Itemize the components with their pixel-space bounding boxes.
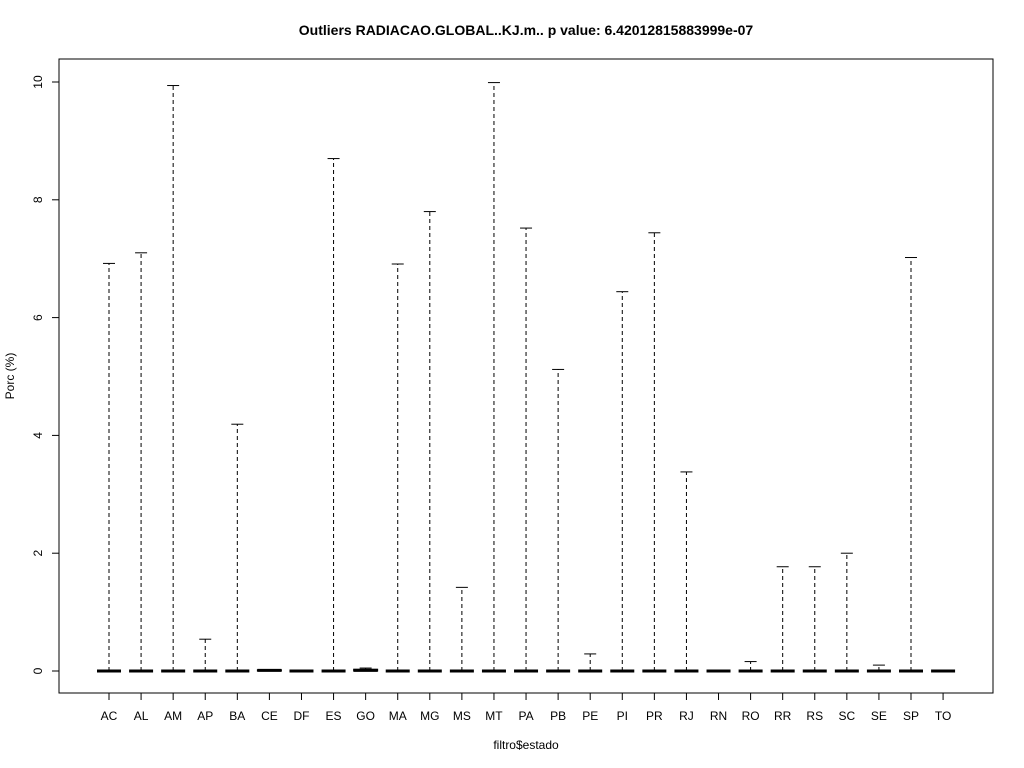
y-tick-label: 6	[31, 314, 45, 321]
box-ce	[256, 668, 282, 672]
x-tick-label: MS	[453, 709, 471, 723]
box-ba	[225, 423, 250, 673]
x-axis: AC AL AM AP BA CE DF ES GO MA MG MS MT PA PB PE PI PR RJ RN…	[101, 692, 951, 723]
box-rr	[770, 566, 795, 673]
x-tick-label: PB	[550, 709, 566, 723]
x-tick-label: SE	[871, 709, 887, 723]
x-tick-label: RS	[806, 709, 823, 723]
boxes	[97, 82, 956, 673]
x-tick-label: AP	[197, 709, 213, 723]
x-tick-label: DF	[293, 709, 309, 723]
x-tick-label: MG	[420, 709, 439, 723]
chart-title: Outliers RADIACAO.GLOBAL..KJ.m.. p value…	[299, 22, 754, 38]
y-axis: 0 2 4 6 8 10	[31, 75, 60, 674]
box-sp	[899, 257, 923, 673]
x-tick-label: PR	[646, 709, 663, 723]
box-pe	[578, 653, 603, 673]
box-rs	[802, 566, 827, 673]
x-tick-label: RR	[774, 709, 792, 723]
box-ro	[738, 661, 763, 673]
box-am	[161, 85, 186, 673]
x-tick-label: PA	[518, 709, 533, 723]
box-mg	[417, 211, 442, 673]
box-pb	[546, 368, 571, 673]
x-tick-label: RJ	[679, 709, 694, 723]
x-tick-label: BA	[229, 709, 245, 723]
x-tick-label: RN	[710, 709, 727, 723]
x-tick-label: RO	[742, 709, 760, 723]
x-tick-label: MT	[485, 709, 503, 723]
box-go	[353, 667, 379, 672]
box-ac	[97, 262, 121, 673]
y-axis-label: Porc (%)	[3, 353, 17, 400]
x-tick-label: AL	[134, 709, 149, 723]
x-tick-label: SP	[903, 709, 919, 723]
box-pa	[514, 227, 539, 673]
x-tick-label: ES	[326, 709, 342, 723]
x-tick-label: CE	[261, 709, 278, 723]
box-se	[866, 664, 891, 673]
box-mt	[481, 82, 506, 673]
x-tick-label: AM	[164, 709, 182, 723]
x-tick-label: SC	[839, 709, 856, 723]
x-tick-label: TO	[935, 709, 951, 723]
box-ap	[193, 638, 218, 673]
y-tick-label: 4	[31, 432, 45, 439]
box-pr	[642, 232, 667, 673]
y-tick-label: 10	[31, 75, 45, 89]
x-tick-label: AC	[101, 709, 118, 723]
x-tick-label: PI	[617, 709, 628, 723]
x-tick-label: GO	[356, 709, 375, 723]
x-axis-label: filtro$estado	[493, 738, 559, 752]
box-pi	[610, 291, 635, 673]
box-es	[321, 158, 346, 673]
y-tick-label: 8	[31, 196, 45, 203]
x-tick-label: PE	[582, 709, 598, 723]
box-al	[129, 252, 154, 673]
y-tick-label: 0	[31, 667, 45, 674]
box-sc	[834, 552, 859, 673]
x-tick-label: MA	[389, 709, 407, 723]
y-tick-label: 2	[31, 550, 45, 557]
box-ma	[385, 263, 410, 673]
box-rj	[674, 471, 699, 673]
box-ms	[449, 586, 474, 673]
